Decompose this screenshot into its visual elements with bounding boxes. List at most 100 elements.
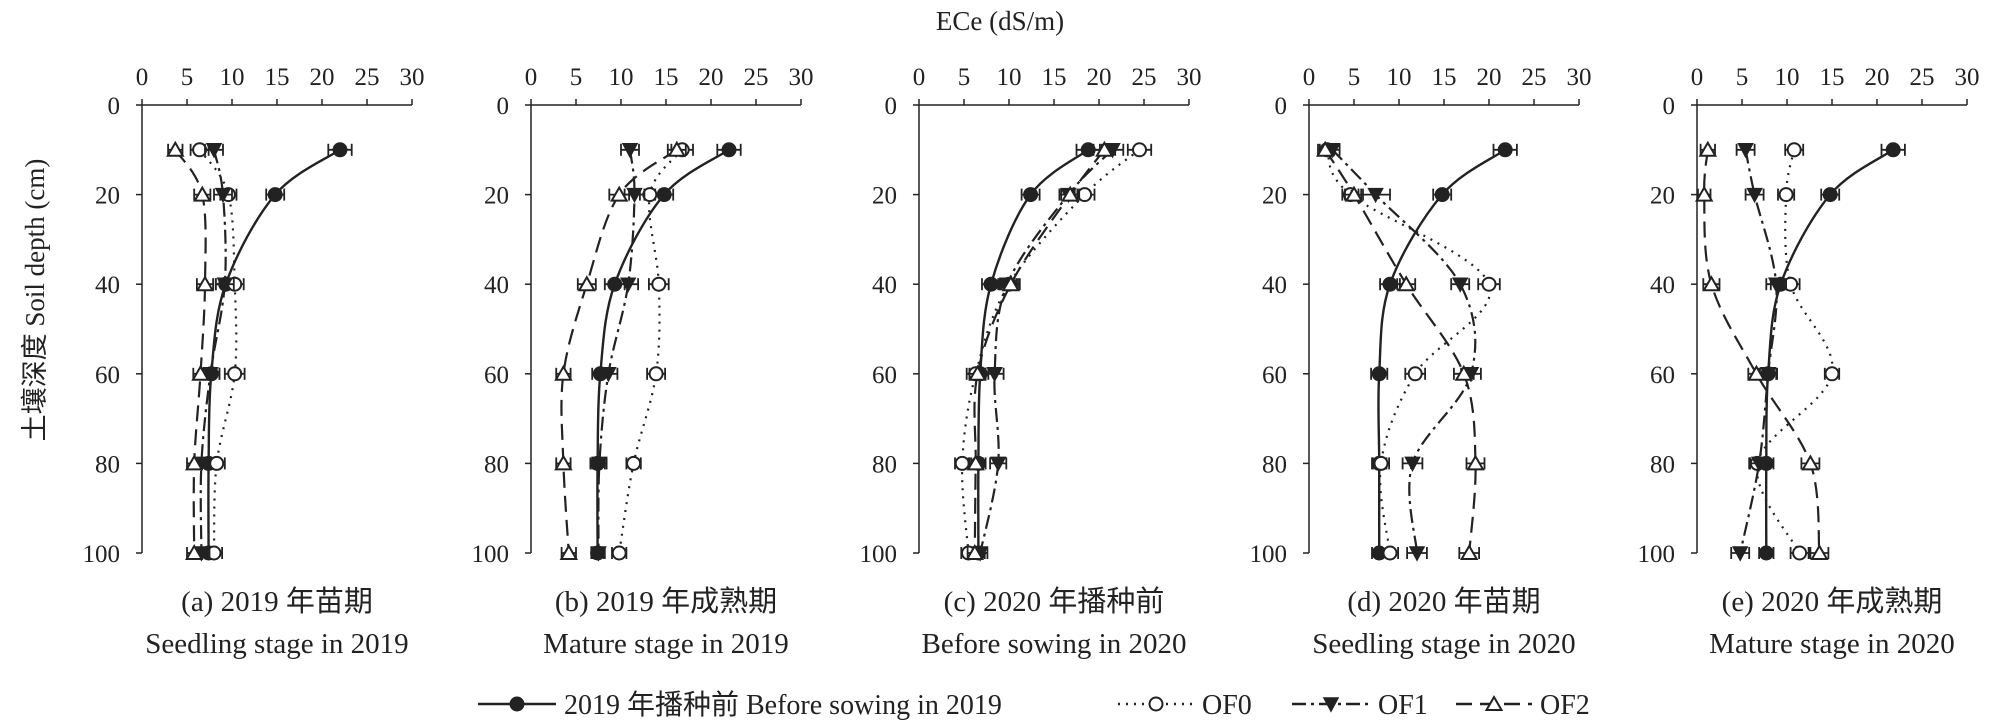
marker-s4-p3 xyxy=(1001,275,1021,292)
series-4 xyxy=(965,140,1117,560)
legend-item-1: 2019 年播种前 Before sowing in 2019 xyxy=(478,689,1002,721)
y-tick-label: 80 xyxy=(1650,451,1675,478)
x-tick-label: 20 xyxy=(699,64,724,91)
x-tick-label: 0 xyxy=(1303,64,1316,91)
series-4 xyxy=(1315,140,1486,560)
series-2 xyxy=(611,142,694,561)
marker-s3-p6 xyxy=(1731,546,1749,562)
marker-s3-p1 xyxy=(621,143,639,159)
x-tick-label: 5 xyxy=(570,64,583,91)
y-tick-label: 60 xyxy=(484,362,509,389)
x-tick-label: 10 xyxy=(609,64,634,91)
y-tick-label: 40 xyxy=(1262,272,1287,299)
series-line xyxy=(1331,149,1477,554)
marker-s1-p6 xyxy=(1758,545,1774,561)
series-line xyxy=(560,148,678,554)
y-tick-label: 20 xyxy=(1650,183,1675,210)
x-tick-label: 5 xyxy=(958,64,971,91)
panel-2: 0 5 10 15 20 25 30 0 20 40 60 80 100 (b) 2019 年成熟期 Mat… xyxy=(472,64,814,660)
marker-s4-p3 xyxy=(195,275,215,292)
x-tick-label: 25 xyxy=(355,64,380,91)
x-tick-label: 25 xyxy=(1132,64,1157,91)
y-tick-label: 0 xyxy=(1663,93,1676,120)
x-tick-label: 0 xyxy=(913,64,926,91)
series-line xyxy=(1755,149,1834,554)
marker-s4-p1 xyxy=(1315,140,1335,157)
series-line xyxy=(596,148,730,554)
y-tick-label: 0 xyxy=(885,93,898,120)
x-tick-label: 30 xyxy=(789,64,814,91)
x-tick-label: 30 xyxy=(1177,64,1202,91)
marker-s4-p5 xyxy=(966,454,985,471)
marker-s4-p6 xyxy=(965,543,985,560)
series-line xyxy=(960,148,1141,554)
series-2 xyxy=(189,142,246,561)
marker-s3-p2 xyxy=(214,187,232,204)
panel-caption-line1: (b) 2019 年成熟期 xyxy=(555,585,777,618)
marker-s3-p3 xyxy=(216,277,234,293)
marker-s2-p5 xyxy=(626,455,642,471)
y-tick-label: 20 xyxy=(95,183,120,210)
legend-label: OF2 xyxy=(1540,690,1590,721)
marker-s1-p4 xyxy=(1371,366,1387,382)
y-tick-label: 0 xyxy=(497,93,510,120)
marker-s4-p5 xyxy=(1801,454,1820,471)
panel-caption-line1: (d) 2020 年苗期 xyxy=(1347,585,1540,618)
y-tick-label: 80 xyxy=(95,451,120,478)
marker-s3-p6 xyxy=(1408,546,1426,562)
panel-caption-line1: (a) 2019 年苗期 xyxy=(181,585,373,618)
series-4 xyxy=(1694,140,1830,560)
series-1 xyxy=(970,142,1101,561)
x-tick-label: 10 xyxy=(1387,64,1412,91)
marker-s3-p5 xyxy=(591,456,608,472)
marker-s4-p1 xyxy=(1484,694,1504,711)
legend-item-4: OF2 xyxy=(1456,690,1590,721)
marker-s2-p4 xyxy=(1407,366,1423,382)
legend-label: 2019 年播种前 Before sowing in 2019 xyxy=(564,689,1002,721)
marker-s3-p4 xyxy=(986,367,1003,383)
panel-5: 0 5 10 15 20 25 30 0 20 40 60 80 100 (e) 2020 年成熟期 Mat… xyxy=(1638,64,1980,660)
panel-3: 0 5 10 15 20 25 30 0 20 40 60 80 100 (c) 2020 年播种前 Bef… xyxy=(860,64,1202,660)
y-axis-title: 土壤深度 Soil depth (cm) xyxy=(20,159,50,442)
x-tick-label: 25 xyxy=(1910,64,1935,91)
y-tick-label: 100 xyxy=(83,541,121,568)
marker-s1-p1 xyxy=(509,696,525,712)
y-tick-label: 100 xyxy=(1638,541,1676,568)
series-line xyxy=(597,149,636,554)
series-4 xyxy=(554,140,687,560)
marker-s2-p1 xyxy=(1132,142,1147,158)
marker-s4-p5 xyxy=(184,454,204,471)
x-tick-label: 25 xyxy=(744,64,769,91)
series-line xyxy=(1703,149,1821,554)
marker-s3-p6 xyxy=(590,546,607,562)
x-tick-label: 5 xyxy=(1348,64,1361,91)
marker-s4-p2 xyxy=(1344,185,1364,202)
marker-s4-p1 xyxy=(1095,140,1114,157)
x-tick-label: 25 xyxy=(1522,64,1547,91)
y-tick-label: 80 xyxy=(872,451,897,478)
x-tick-label: 10 xyxy=(220,64,245,91)
x-tick-label: 15 xyxy=(1820,64,1845,91)
series-line xyxy=(1324,149,1477,554)
legend: 2019 年播种前 Before sowing in 2019 OF0 OF1 OF2 xyxy=(478,689,1590,721)
marker-s4-p3 xyxy=(1702,275,1721,292)
marker-s3-p3 xyxy=(619,277,637,293)
y-tick-label: 40 xyxy=(1650,272,1675,299)
series-3 xyxy=(1730,143,1787,562)
marker-s3-p3 xyxy=(1767,277,1785,293)
legend-item-3: OF1 xyxy=(1292,690,1428,721)
x-tick-label: 5 xyxy=(1736,64,1749,91)
marker-s4-p6 xyxy=(1810,543,1829,560)
marker-s3-p1 xyxy=(1322,697,1340,713)
marker-s3-p2 xyxy=(1746,187,1763,204)
y-tick-label: 60 xyxy=(95,362,120,389)
marker-s4-p5 xyxy=(554,454,573,471)
marker-s2-p4 xyxy=(648,366,664,382)
x-tick-label: 15 xyxy=(1432,64,1457,91)
marker-s2-p6 xyxy=(1792,545,1808,561)
y-tick-label: 100 xyxy=(860,541,898,568)
series-1 xyxy=(1758,142,1906,561)
y-tick-label: 100 xyxy=(1250,541,1288,568)
marker-s4-p4 xyxy=(968,364,987,381)
x-tick-label: 30 xyxy=(400,64,425,91)
